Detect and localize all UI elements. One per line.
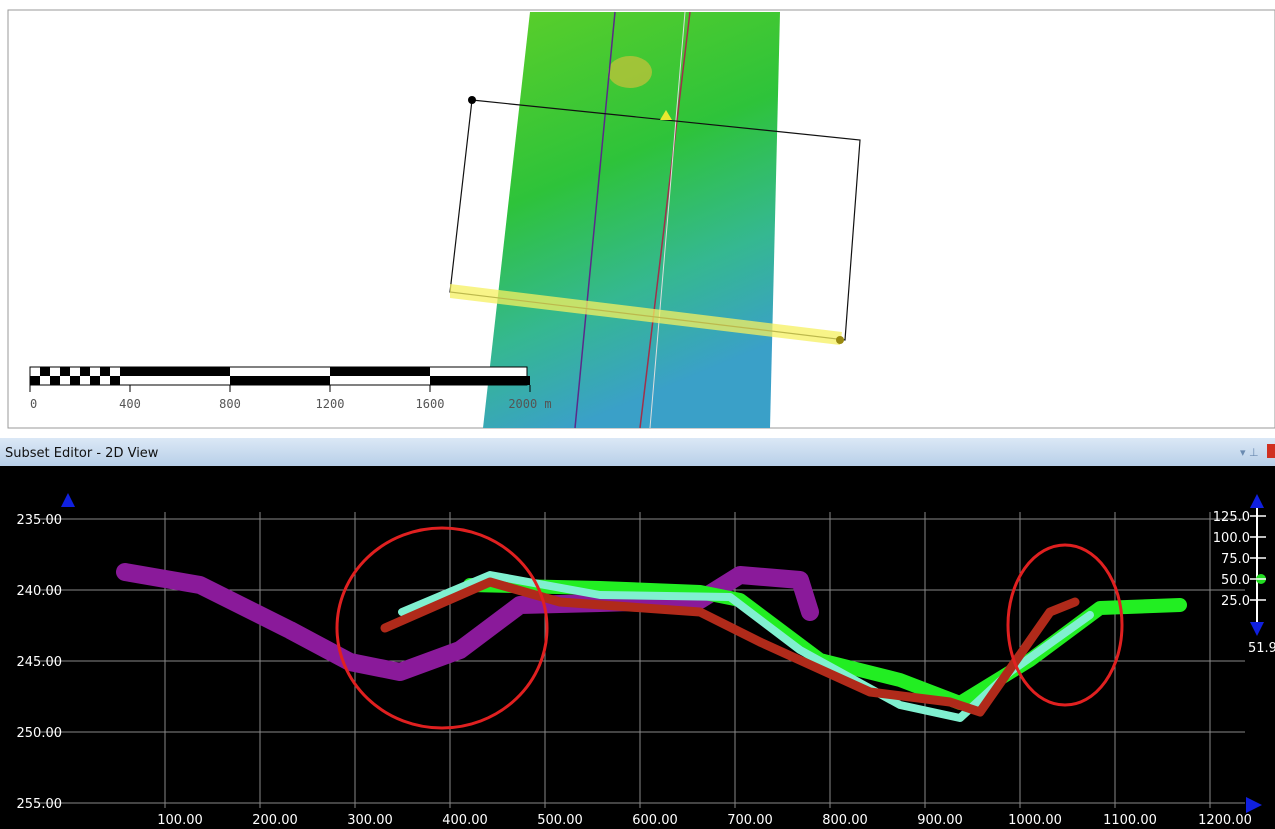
scale-cell [70,376,80,385]
y-tick-label: 235.00 [17,513,63,528]
scale-label: 2000 m [508,397,551,411]
y-tick-label: 250.00 [17,726,63,741]
scale-cell [90,376,100,385]
panel-title: Subset Editor - 2D View [5,446,159,461]
x-tick-label: 200.00 [252,813,298,828]
scale-cell [130,367,230,376]
scale-label: 1200 [316,397,345,411]
x-tick-label: 500.00 [537,813,583,828]
scale-cell [110,376,120,385]
scale-cell [120,367,130,376]
screen: 0 400 800 1200 1600 2000 m Subset Editor - 2D… [0,0,1275,829]
scale-cell [50,376,60,385]
zoom-label: 25.0 [1221,594,1250,609]
x-tick-label: 1100.00 [1103,813,1157,828]
close-button[interactable] [1267,444,1275,458]
scale-label: 1600 [416,397,445,411]
x-tick-label: 300.00 [347,813,393,828]
scale-cell [230,376,330,385]
zoom-label: 75.0 [1221,552,1250,567]
scale-cell [430,376,530,385]
x-tick-label: 800.00 [822,813,868,828]
x-tick-label: 700.00 [727,813,773,828]
terrain-mound [608,56,652,88]
scale-label: 0 [30,397,37,411]
scale-cell [80,367,90,376]
x-tick-label: 900.00 [917,813,963,828]
x-tick-label: 400.00 [442,813,488,828]
scale-label: 400 [119,397,141,411]
y-tick-label: 240.00 [17,584,63,599]
x-tick-label: 1000.00 [1008,813,1062,828]
x-tick-label: 1200.00 [1198,813,1252,828]
pin-button[interactable]: ▾ ⊥ [1240,446,1259,459]
plot-area [0,466,1275,829]
zoom-label: 100.0 [1213,531,1250,546]
x-tick-label: 100.00 [157,813,203,828]
y-tick-label: 245.00 [17,655,63,670]
zoom-label: 125.0 [1213,510,1250,525]
x-tick-label: 600.00 [632,813,678,828]
scale-label: 800 [219,397,241,411]
scale-cell [100,367,110,376]
zoom-label: 50.0 [1221,573,1250,588]
title-bar [0,438,1275,466]
scale-cell [330,367,430,376]
scale-cell [30,376,40,385]
page: 0 400 800 1200 1600 2000 m Subset Editor - 2D… [0,0,1275,829]
zoom-value: 51.9 [1248,641,1275,656]
scale-cell [40,367,50,376]
y-tick-label: 255.00 [17,797,63,812]
scale-cell [60,367,70,376]
handle[interactable] [836,336,844,344]
handle[interactable] [468,96,476,104]
